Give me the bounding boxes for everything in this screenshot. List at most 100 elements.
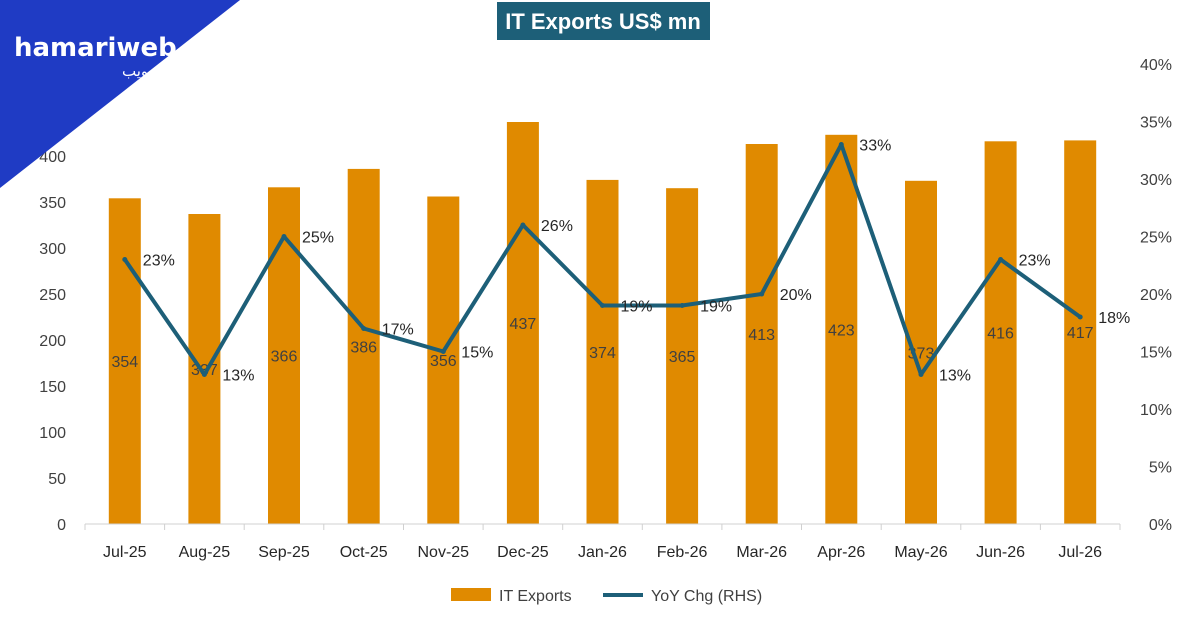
- yoy-point: [759, 291, 765, 297]
- bar-value-label: 417: [1067, 325, 1094, 342]
- yoy-point: [361, 326, 367, 331]
- yoy-value-label: 18%: [1098, 310, 1130, 327]
- left-axis-tick: 400: [39, 149, 66, 166]
- bar-oct-25: [347, 168, 380, 524]
- yoy-point: [201, 372, 207, 377]
- left-axis-tick: 300: [39, 241, 66, 258]
- bar-jul-26: [1064, 140, 1097, 524]
- left-axis: 0 50 100 150 200 250 300 350 400: [39, 149, 66, 534]
- legend-label-it-exports: IT Exports: [499, 588, 572, 605]
- bar-may-26: [905, 180, 937, 525]
- x-axis-tick-label: Aug-25: [179, 544, 231, 561]
- bar-jun-26: [984, 141, 1017, 525]
- left-axis-tick: 100: [39, 425, 66, 442]
- brand-name: hamariweb: [14, 33, 177, 63]
- yoy-value-label: 19%: [621, 299, 653, 316]
- left-axis-tick: 250: [39, 287, 66, 304]
- title-text: IT Exports US$ mn: [505, 9, 701, 34]
- bar-value-label: 386: [350, 339, 377, 356]
- bar-value-label: 374: [589, 345, 616, 362]
- bar-value-label: 416: [987, 326, 1014, 343]
- right-axis-tick: 10%: [1140, 402, 1172, 419]
- right-axis-tick: 40%: [1140, 57, 1172, 74]
- yoy-value-label: 13%: [939, 368, 971, 385]
- right-axis-tick: 5%: [1149, 460, 1172, 477]
- line-series: [122, 142, 1083, 377]
- yoy-value-label: 23%: [1019, 253, 1051, 270]
- left-axis-tick: 150: [39, 379, 66, 396]
- bar-aug-25: [188, 214, 221, 524]
- left-axis-tick: 350: [39, 195, 66, 212]
- x-axis-tick-label: Dec-25: [497, 544, 549, 561]
- x-axis-tick-label: Jun-26: [976, 544, 1025, 561]
- yoy-point: [600, 303, 605, 308]
- yoy-point: [281, 234, 287, 239]
- bar-series: [108, 122, 1097, 525]
- x-axis-tick-label: Apr-26: [817, 544, 865, 561]
- legend-swatch-it-exports: [451, 588, 491, 601]
- brand-banner: [0, 0, 240, 188]
- yoy-point: [998, 257, 1004, 262]
- bar-dec-25: [506, 122, 539, 524]
- bar-jul-25: [108, 198, 141, 525]
- right-axis-tick: 35%: [1140, 115, 1172, 132]
- bar-value-label: 413: [748, 327, 775, 344]
- bar-sep-25: [268, 187, 300, 525]
- yoy-value-label: 13%: [222, 368, 254, 385]
- bar-value-label: 366: [271, 349, 298, 366]
- yoy-point: [1077, 314, 1083, 320]
- title-box: [497, 2, 710, 40]
- yoy-value-label: 15%: [461, 345, 493, 362]
- bar-value-label: 437: [510, 316, 537, 333]
- bar-nov-25: [427, 196, 460, 524]
- bar-value-label: 423: [828, 322, 855, 339]
- bar-mar-26: [745, 144, 778, 524]
- right-axis-tick: 20%: [1140, 287, 1172, 304]
- brand-urdu: ہماری ویب: [122, 62, 194, 80]
- bar-feb-26: [666, 188, 699, 524]
- yoy-point: [918, 372, 924, 377]
- bar-jan-26: [586, 179, 619, 524]
- bar-value-label: 356: [430, 353, 457, 370]
- x-axis-tick-label: Jan-26: [578, 544, 627, 561]
- right-axis-tick: 15%: [1140, 345, 1172, 362]
- yoy-point: [838, 142, 844, 147]
- right-axis: 0% 5% 10% 15% 20% 25% 30% 35% 40%: [1140, 57, 1172, 534]
- x-axis-tick-label: Nov-25: [418, 544, 470, 561]
- line-labels: 23% 13% 25% 17% 15% 26% 19% 19% 20% 33% 13% 23% 18%: [143, 138, 1130, 385]
- yoy-value-label: 20%: [780, 287, 812, 304]
- x-axis-tick-label: Feb-26: [657, 544, 708, 561]
- yoy-point: [122, 257, 128, 262]
- left-axis-tick: 50: [48, 471, 66, 488]
- bar-value-label: 365: [669, 349, 696, 366]
- yoy-value-label: 33%: [859, 138, 891, 155]
- right-axis-tick: 25%: [1140, 230, 1172, 247]
- yoy-value-label: 26%: [541, 218, 573, 235]
- bar-value-label: 354: [111, 354, 138, 371]
- x-axis-tick-label: Jul-26: [1058, 544, 1102, 561]
- legend-label-yoy: YoY Chg (RHS): [651, 588, 762, 605]
- brand-logo: hamariweb ہماری ویب: [0, 0, 240, 188]
- x-axis-tick-label: May-26: [894, 544, 947, 561]
- right-axis-tick: 0%: [1149, 517, 1172, 534]
- yoy-value-label: 25%: [302, 230, 334, 247]
- yoy-value-label: 17%: [382, 322, 414, 339]
- x-axis-tick-label: Mar-26: [736, 544, 787, 561]
- yoy-value-label: 23%: [143, 253, 175, 270]
- right-axis-tick: 30%: [1140, 172, 1172, 189]
- x-axis-tick-label: Sep-25: [258, 544, 310, 561]
- left-axis-tick: 0: [57, 517, 66, 534]
- yoy-value-label: 19%: [700, 299, 732, 316]
- yoy-point: [679, 303, 685, 308]
- x-axis-tick-label: Oct-25: [340, 544, 388, 561]
- x-axis-tick-label: Jul-25: [103, 544, 147, 561]
- yoy-point: [520, 222, 526, 228]
- x-axis: Jul-25 Aug-25 Sep-25 Oct-25 Nov-25 Dec-25 Jan-…: [84, 523, 1121, 561]
- yoy-point: [440, 349, 446, 354]
- bar-apr-26: [825, 134, 858, 525]
- left-axis-tick: 200: [39, 333, 66, 350]
- legend: IT Exports YoY Chg (RHS): [451, 588, 762, 605]
- chart-title: IT Exports US$ mn: [497, 2, 710, 40]
